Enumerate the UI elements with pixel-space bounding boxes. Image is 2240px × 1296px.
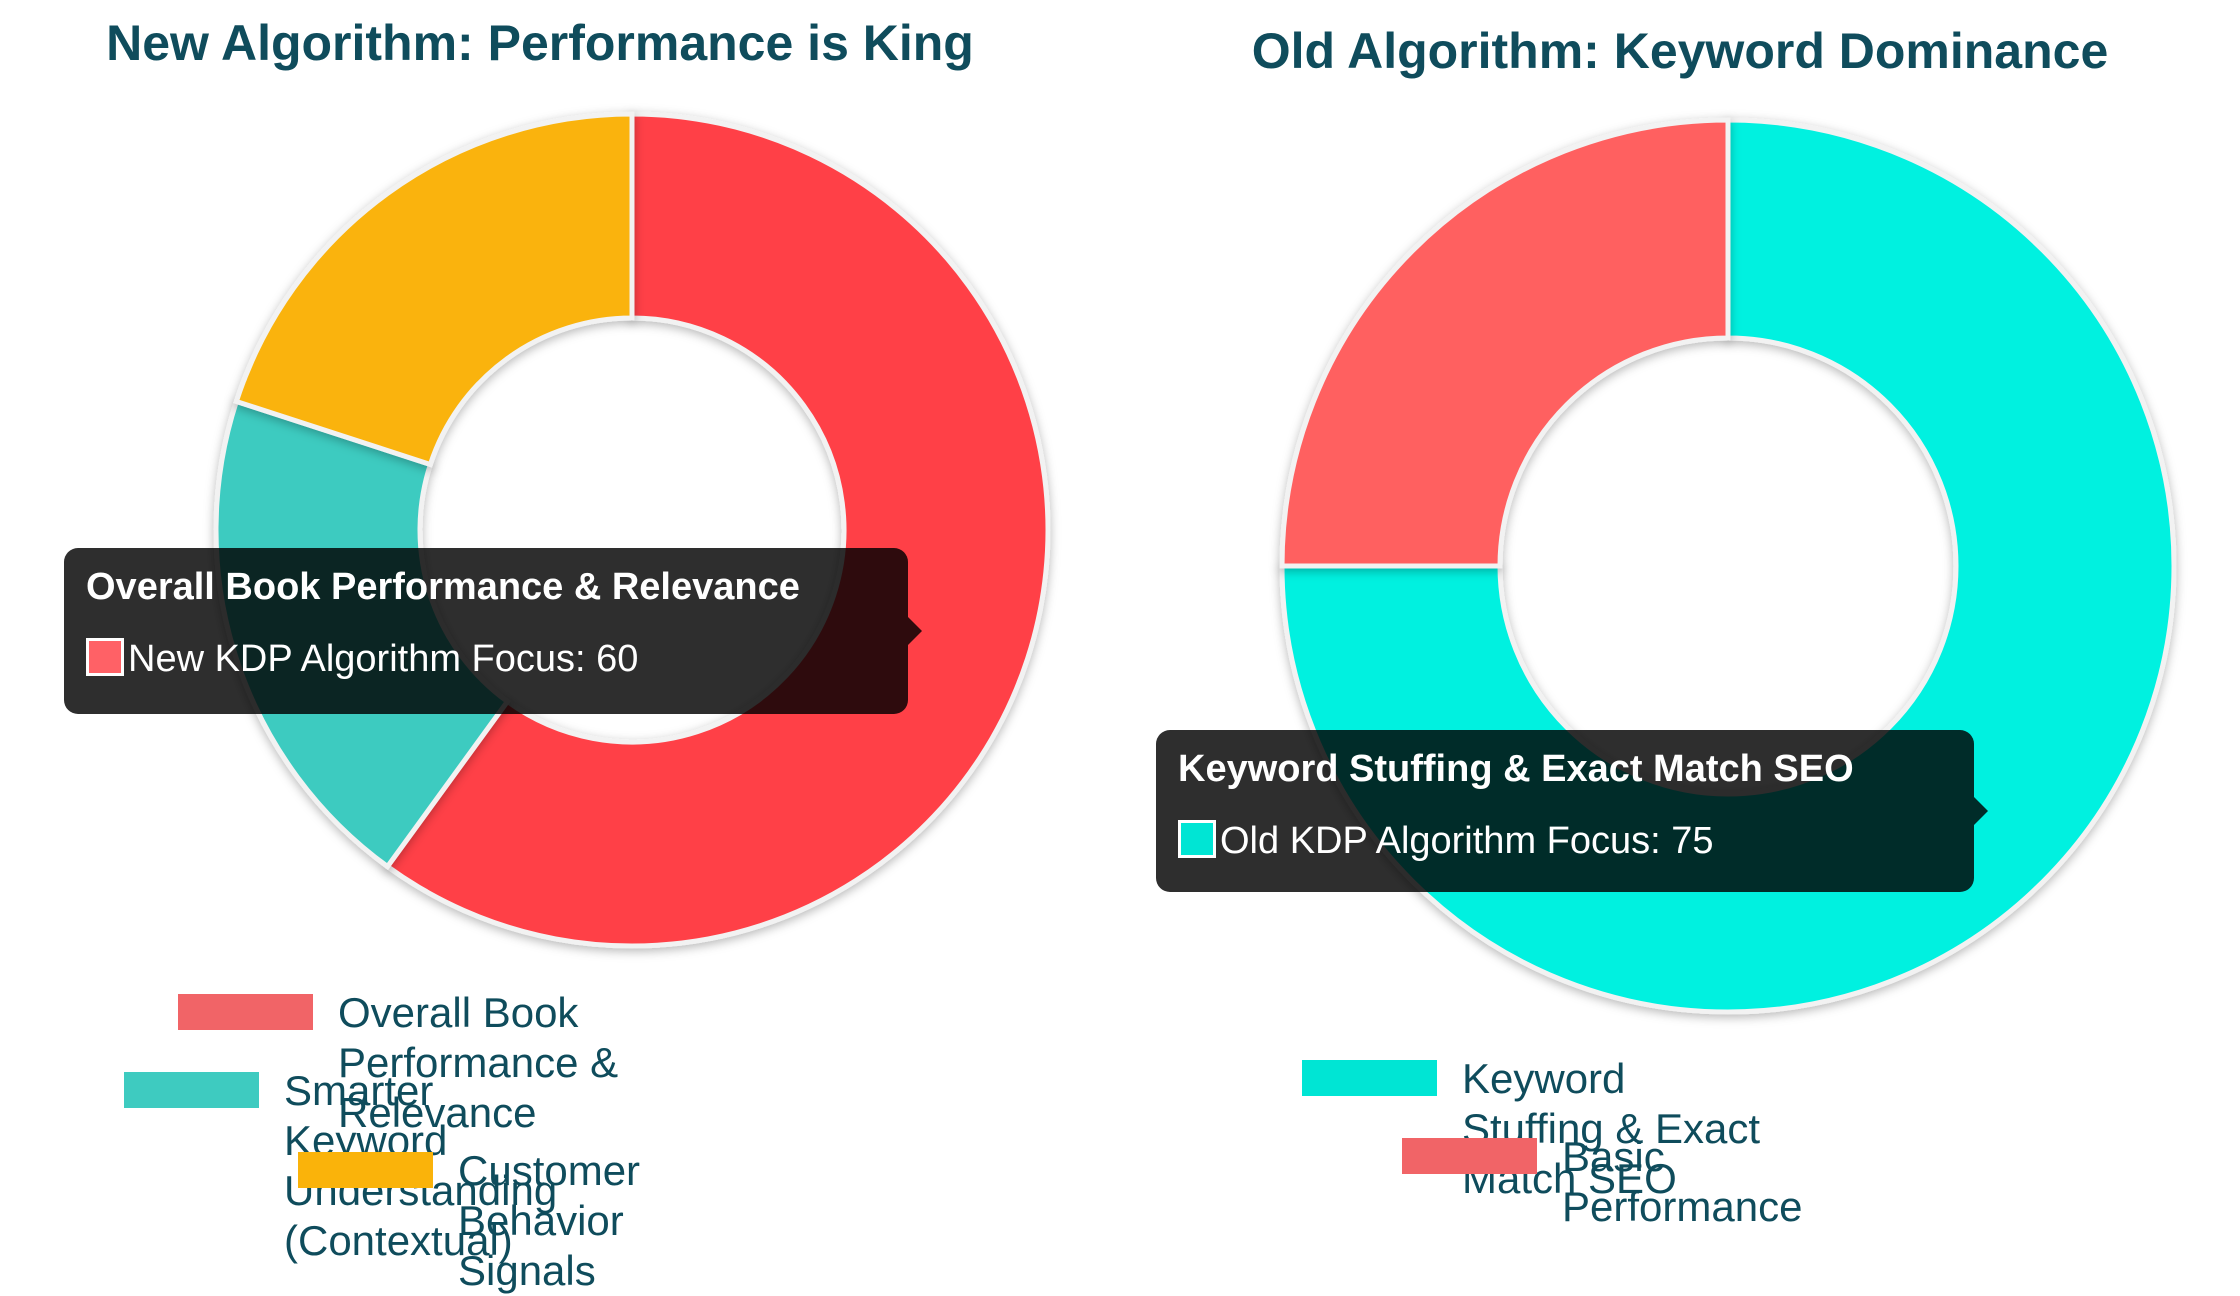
slice-customer-behavior-signals[interactable] [233,111,635,468]
tooltip-body: Old KDP Algorithm Focus: 75 [1178,819,1714,863]
tooltip-value: Old KDP Algorithm Focus: 75 [1220,820,1714,862]
tooltip-title: Overall Book Performance & Relevance [86,566,800,608]
legend-label: Customer Behavior Signals [458,1147,641,1294]
chart-new-algorithm: New Algorithm: Performance is King Overa… [0,0,1120,1294]
tooltip-swatch [1178,819,1216,858]
legend-swatch [1302,1060,1437,1096]
slice-basic-performance[interactable] [1279,117,1731,569]
tooltip: Overall Book Performance & Relevance New… [64,548,922,714]
legend: Keyword Stuffing & Exact Match SEO Basic… [1120,0,2240,1260]
legend-label: Overall Book Performance & Relevance [338,989,619,1136]
legend-swatch [178,994,313,1030]
tooltip-value: New KDP Algorithm Focus: 60 [128,638,639,680]
legend: Overall Book Performance & Relevance Sma… [0,0,1120,1294]
tooltip-swatch [86,637,124,676]
tooltip-body: New KDP Algorithm Focus: 60 [86,637,639,681]
chart-title: Old Algorithm: Keyword Dominance [1251,23,2109,79]
legend-swatch [1402,1138,1537,1174]
legend-swatch [124,1072,259,1108]
tooltip: Keyword Stuffing & Exact Match SEO Old K… [1156,730,1988,892]
legend-swatch [298,1152,433,1188]
tooltip-title: Keyword Stuffing & Exact Match SEO [1178,748,1854,790]
chart-title: New Algorithm: Performance is King [106,15,974,71]
legend-label: Keyword Stuffing & Exact Match SEO [1462,1055,1761,1202]
chart-old-algorithm: Old Algorithm: Keyword Dominance Keyword… [1120,0,2240,1260]
legend-label: Basic Performance [1562,1133,1803,1230]
slice-overall-book-performance-relevance[interactable] [383,111,1051,949]
